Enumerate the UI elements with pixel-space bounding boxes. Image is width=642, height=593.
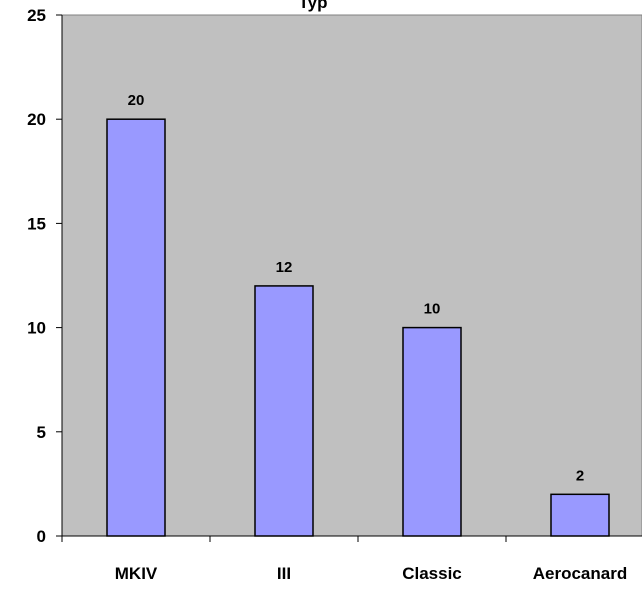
bar-iii — [254, 285, 314, 537]
y-tick-label: 10 — [27, 319, 46, 338]
y-tick-label: 15 — [27, 214, 46, 233]
data-label: 12 — [276, 259, 293, 276]
x-category-label: III — [277, 564, 291, 583]
data-label: 10 — [424, 301, 441, 318]
x-category-label: MKIV — [115, 564, 158, 583]
x-category-label: Aerocanard — [533, 564, 627, 583]
bar-classic — [402, 326, 462, 537]
chart-title: Typ — [299, 0, 328, 12]
bar-aerocanard — [550, 493, 610, 537]
y-tick-label: 5 — [37, 423, 46, 442]
data-label: 20 — [128, 92, 145, 109]
y-tick-label: 0 — [37, 527, 46, 546]
y-tick-label: 20 — [27, 110, 46, 129]
plot-layer: 0 5 10 15 20 25 20 MKIV 12 III 10 Classic 2 Aerocanar… — [27, 6, 642, 583]
y-tick-label: 25 — [27, 6, 46, 25]
x-category-label: Classic — [402, 564, 462, 583]
data-label: 2 — [576, 467, 584, 484]
bar-mkiv — [106, 118, 166, 537]
